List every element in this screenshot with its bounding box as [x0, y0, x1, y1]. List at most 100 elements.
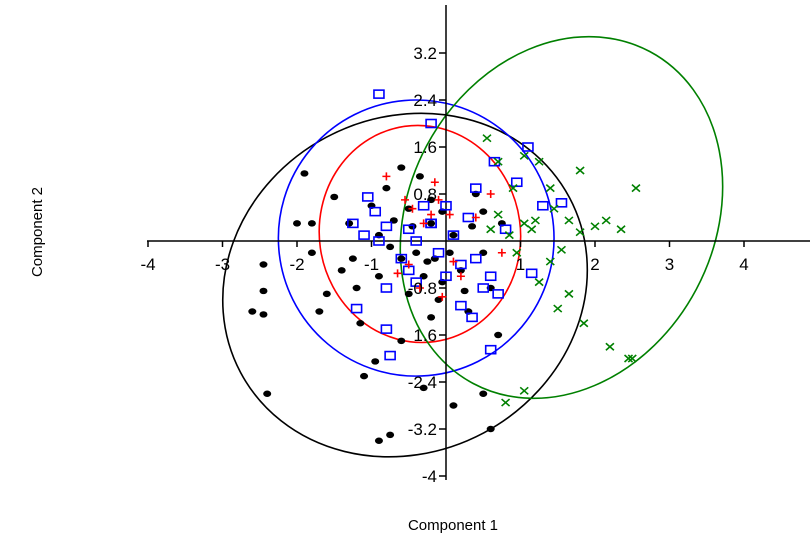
data-point-cross: [575, 166, 585, 175]
x-axis-title: Component 1: [408, 517, 498, 534]
data-point-dot: [307, 220, 316, 227]
data-point-dot: [374, 273, 383, 280]
data-point-plus: [430, 178, 439, 187]
data-point-square: [488, 156, 501, 167]
data-point-cross: [482, 134, 492, 143]
data-point-square: [484, 344, 497, 355]
data-point-dot: [434, 296, 443, 303]
data-points: [248, 89, 641, 444]
data-point-square: [369, 206, 382, 217]
data-point-dot: [397, 337, 406, 345]
data-point-cross: [579, 319, 589, 328]
data-point-square: [469, 183, 482, 193]
data-point-plus: [497, 248, 506, 257]
data-point-plus: [486, 190, 495, 198]
data-point-dot: [427, 220, 436, 227]
data-point-dot: [330, 193, 339, 201]
data-point-square: [525, 268, 538, 279]
data-point-dot: [374, 437, 383, 444]
y-tick-label: 2.4: [413, 91, 437, 110]
y-tick-label: -2.4: [408, 373, 437, 392]
data-point-dot: [259, 287, 268, 295]
y-tick-label: 1.6: [413, 326, 437, 345]
confidence-ellipse: [277, 99, 555, 377]
data-point-dot: [408, 223, 417, 230]
data-point-square: [350, 303, 363, 314]
data-point-plus: [449, 257, 458, 266]
data-point-square: [373, 236, 385, 246]
data-point-dot: [386, 243, 395, 251]
data-point-square: [432, 247, 445, 258]
data-point-dot: [397, 255, 406, 262]
data-point-cross: [493, 157, 503, 166]
tick-labels: -4 -3 -2 -1 1 2 3 4 3.2 2.4 1.6 0.8 -0.8 1.6 -2.4 -3.2 -…: [140, 44, 748, 486]
data-point-plus: [401, 195, 410, 204]
x-tick-label: 3: [665, 255, 674, 274]
data-point-cross: [519, 151, 529, 160]
data-point-cross: [575, 228, 585, 237]
data-point-cross: [564, 289, 574, 298]
data-point-square: [425, 118, 437, 129]
data-point-dot: [248, 308, 257, 315]
data-point-cross: [504, 231, 514, 240]
data-point-dot: [479, 208, 488, 215]
y-tick-label: 1.6: [413, 138, 437, 157]
data-point-dot: [345, 220, 354, 227]
data-point-dot: [427, 314, 436, 321]
data-point-square: [380, 221, 393, 232]
data-point-dot: [415, 173, 424, 180]
data-point-plus: [434, 195, 443, 204]
data-point-cross: [605, 342, 615, 351]
data-point-square: [484, 271, 497, 282]
x-tick-label: -3: [215, 255, 230, 274]
data-point-square: [510, 177, 523, 188]
data-point-cross: [534, 157, 544, 166]
data-point-square: [492, 289, 504, 299]
data-point-cross: [623, 354, 634, 363]
data-point-plus: [404, 260, 413, 269]
data-point-cross: [616, 225, 626, 234]
axes: [147, 5, 810, 480]
confidence-ellipse: [221, 112, 589, 458]
x-tick-label: 4: [739, 255, 748, 274]
data-point-dot: [356, 320, 365, 327]
data-point-dot: [382, 184, 391, 192]
data-point-square: [477, 283, 490, 293]
data-point-square: [380, 283, 393, 293]
data-point-dot: [322, 290, 331, 298]
data-point-cross: [545, 184, 555, 193]
data-point-square: [466, 312, 478, 323]
data-point-cross: [486, 225, 496, 234]
data-point-dot: [449, 231, 458, 239]
data-point-dot: [449, 402, 458, 409]
data-point-square: [417, 200, 430, 211]
data-point-dot: [259, 311, 268, 318]
data-point-square: [555, 198, 568, 208]
data-point-cross: [508, 184, 518, 193]
data-point-plus: [438, 292, 447, 301]
data-point-dot: [307, 249, 316, 256]
data-point-dot: [386, 431, 395, 439]
confidence-ellipse: [399, 35, 724, 400]
y-tick-label: -4: [422, 467, 437, 486]
data-point-square: [361, 192, 374, 202]
data-point-dot: [263, 390, 272, 397]
data-point-cross: [501, 398, 511, 407]
data-point-dot: [293, 220, 301, 227]
data-point-cross: [519, 219, 529, 228]
data-point-square: [440, 200, 452, 211]
x-tick-label: -4: [140, 255, 155, 274]
data-point-dot: [479, 390, 488, 397]
data-point-plus: [419, 219, 428, 228]
confidence-ellipse: [318, 124, 522, 344]
data-point-cross: [564, 216, 574, 225]
y-tick-label: 0.8: [413, 185, 437, 204]
data-point-plus: [471, 213, 480, 222]
data-point-cross: [631, 184, 641, 193]
data-point-cross: [527, 225, 537, 234]
data-point-cross: [549, 204, 559, 213]
data-point-plus: [456, 272, 465, 281]
data-point-cross: [530, 216, 540, 225]
data-point-dot: [360, 372, 369, 380]
